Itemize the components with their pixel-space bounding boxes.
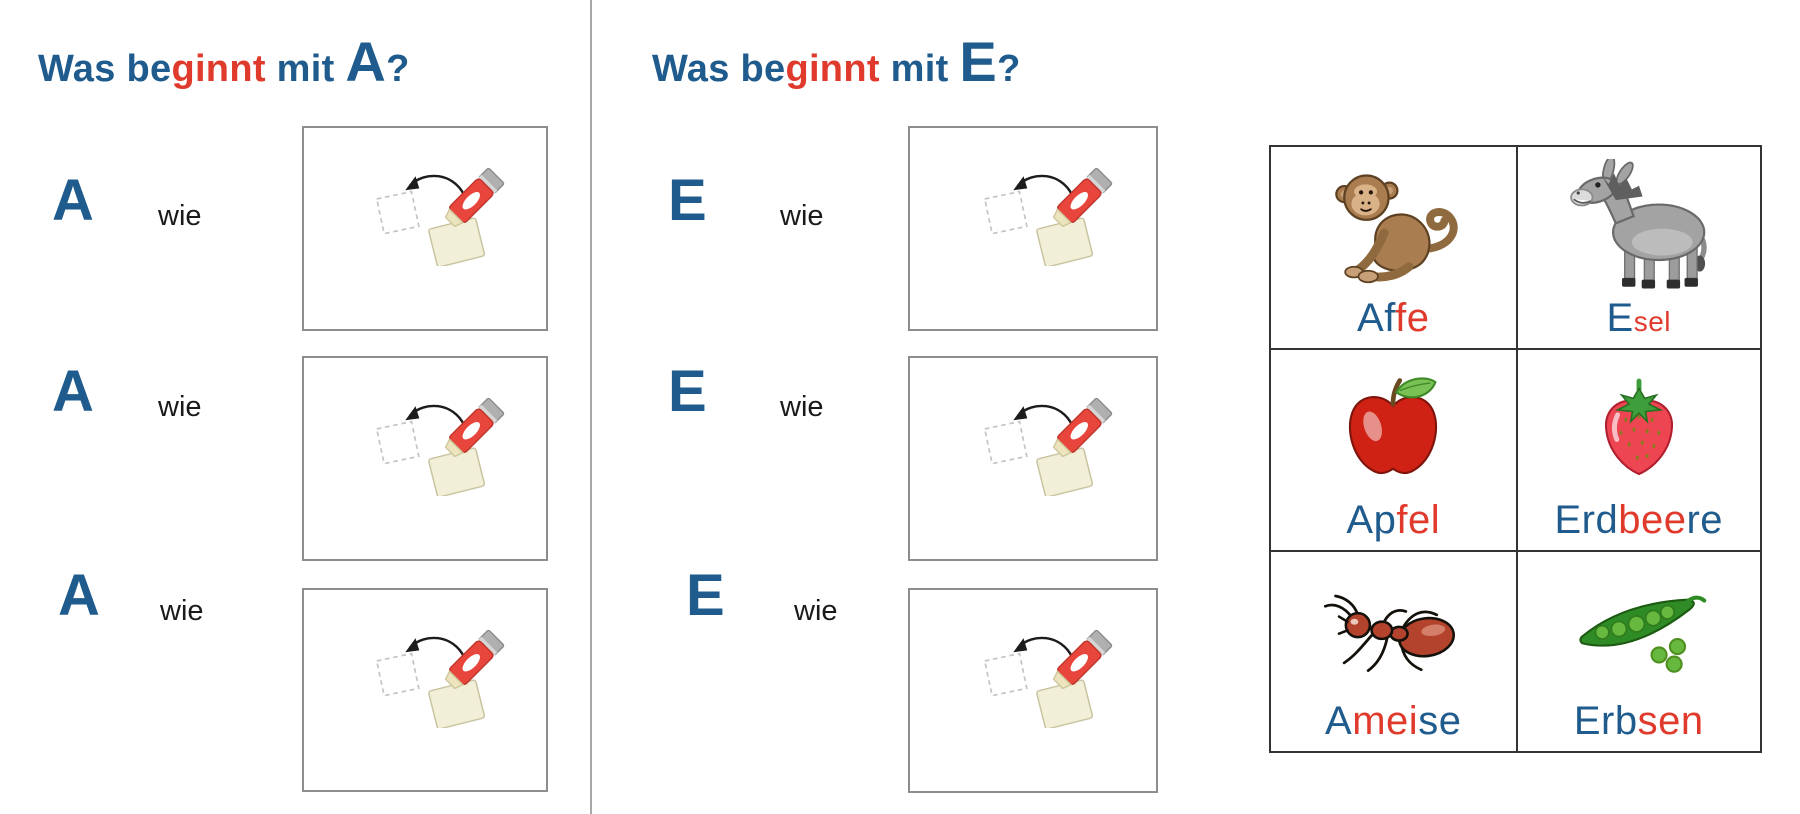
card-label-esel: Esel <box>1606 296 1671 341</box>
row-letter-e-1: E <box>668 168 707 233</box>
ant-image <box>1324 594 1456 673</box>
card-label-ameise: Ameise <box>1325 698 1462 743</box>
row-letter-e-3: E <box>686 563 725 628</box>
picture-card-grid: Affe <box>1269 145 1762 753</box>
row-connector-wie: wie <box>158 200 202 232</box>
paste-box-a-3[interactable] <box>302 588 548 792</box>
card-label-erdbeere: Erdbeere <box>1554 497 1724 542</box>
card-label-erbsen: Erbsen <box>1573 698 1704 743</box>
paste-box-a-1[interactable] <box>302 126 548 331</box>
page-divider <box>590 0 592 814</box>
row-connector-wie: wie <box>158 391 202 423</box>
row-letter-a-2: A <box>52 359 94 424</box>
glue-stick-paste-icon <box>975 163 1115 266</box>
row-connector-wie: wie <box>780 391 824 423</box>
strawberry-image <box>1604 378 1673 476</box>
card-erdbeere[interactable]: Erdbeere <box>1515 348 1760 550</box>
row-letter-a-1: A <box>52 168 94 233</box>
donkey-image <box>1569 158 1707 289</box>
row-connector-wie: wie <box>794 595 838 627</box>
paste-box-e-2[interactable] <box>908 356 1158 561</box>
peas-image <box>1579 595 1707 674</box>
card-erbsen[interactable]: Erbsen <box>1515 549 1760 751</box>
section-a-title: Was beginnt mit A? <box>38 30 410 93</box>
paste-box-a-2[interactable] <box>302 356 548 561</box>
card-ameise[interactable]: Ameise <box>1271 549 1516 751</box>
monkey-image <box>1335 174 1458 283</box>
glue-stick-paste-icon <box>975 625 1115 728</box>
row-letter-a-3: A <box>58 563 100 628</box>
glue-stick-paste-icon <box>367 163 507 266</box>
card-affe[interactable]: Affe <box>1271 147 1516 349</box>
card-apfel[interactable]: Apfel <box>1271 348 1516 550</box>
paste-box-e-1[interactable] <box>908 126 1158 331</box>
paste-box-e-3[interactable] <box>908 588 1158 793</box>
row-letter-e-2: E <box>668 359 707 424</box>
card-label-affe: Affe <box>1357 296 1430 341</box>
glue-stick-paste-icon <box>367 625 507 728</box>
glue-stick-paste-icon <box>367 393 507 496</box>
section-e-title: Was beginnt mit E? <box>652 30 1021 93</box>
row-connector-wie: wie <box>780 200 824 232</box>
apple-image <box>1349 377 1438 475</box>
card-esel[interactable]: Esel <box>1515 147 1760 349</box>
row-connector-wie: wie <box>160 595 204 627</box>
card-label-apfel: Apfel <box>1346 497 1441 542</box>
glue-stick-paste-icon <box>975 393 1115 496</box>
